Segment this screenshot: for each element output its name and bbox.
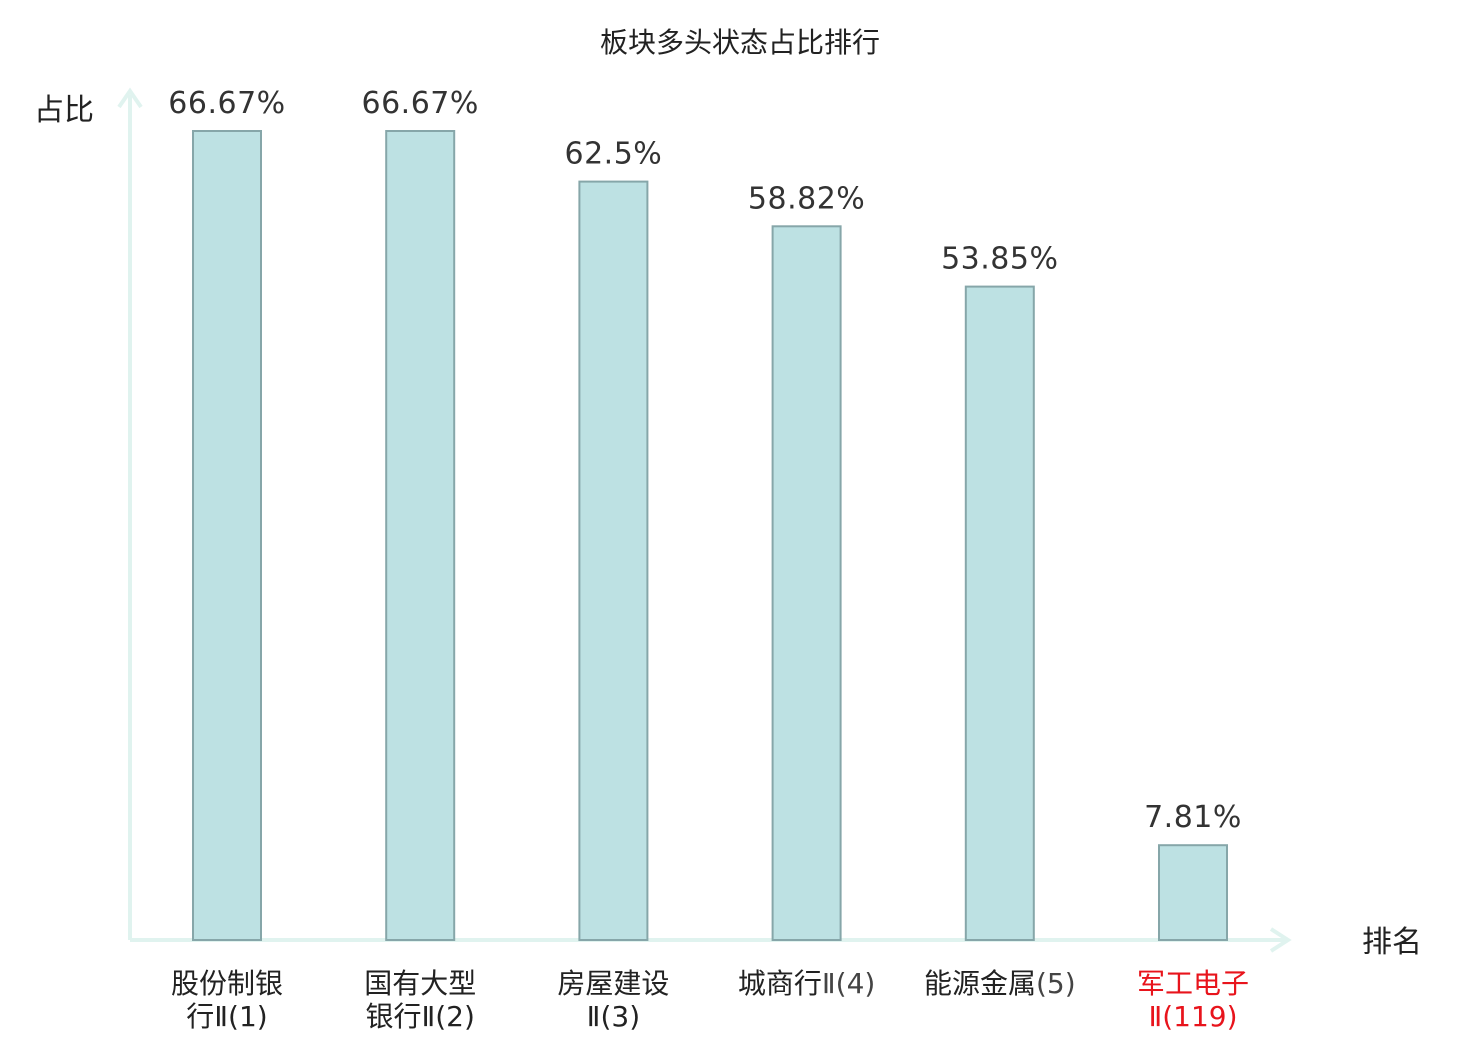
value-label-group: 66.67% 66.67% 62.5% 58.82% 53.85% 7.81% <box>168 86 1242 835</box>
category-label-line1: 城商行Ⅱ(4) <box>738 967 875 1000</box>
x-axis-arrowhead <box>1269 927 1292 953</box>
category-label-line1: 能源金属(5) <box>924 967 1076 1000</box>
category-label-line2: 行Ⅱ(1) <box>186 1000 267 1033</box>
category-name: 国有大型 <box>364 967 476 1000</box>
bar-value-label: 66.67% <box>168 86 285 121</box>
category-rank: (5) <box>1036 967 1076 1000</box>
chart-title: 板块多头状态占比排行 <box>600 26 880 59</box>
bar <box>192 130 262 941</box>
bar-value-label: 62.5% <box>564 137 662 172</box>
category-label-line2: Ⅱ(119) <box>1148 1000 1237 1033</box>
bar-value-label: 7.81% <box>1144 800 1242 835</box>
category-label-line2: Ⅱ(3) <box>587 1000 640 1033</box>
category-label-line1: 房屋建设 <box>557 967 669 1000</box>
category-name: 能源金属 <box>924 967 1036 1000</box>
category-name: 军工电子 <box>1137 967 1249 1000</box>
bar-value-label: 53.85% <box>941 242 1058 277</box>
bar <box>771 225 842 942</box>
y-axis-arrowhead <box>117 87 143 109</box>
y-axis-label: 占比 <box>34 93 94 128</box>
category-rank: Ⅱ(4) <box>822 967 875 1000</box>
category-name: 房屋建设 <box>557 967 669 1000</box>
bar-value-label: 66.67% <box>362 86 479 121</box>
bar-value-label: 58.82% <box>748 181 865 216</box>
bar <box>1158 844 1228 942</box>
bar <box>964 285 1035 942</box>
category-name: 城商行 <box>738 967 822 1000</box>
category-label-line1: 军工电子 <box>1137 967 1249 1000</box>
category-label-line2: 银行Ⅱ(2) <box>365 1000 474 1033</box>
category-name: 股份制银 <box>171 967 283 1000</box>
x-axis-label: 排名 <box>1362 925 1422 960</box>
category-label-line1: 国有大型 <box>364 967 476 1000</box>
bar <box>385 130 456 941</box>
category-label-line1: 股份制银 <box>171 967 283 1000</box>
bar <box>578 180 649 942</box>
bar-group <box>192 130 1228 942</box>
